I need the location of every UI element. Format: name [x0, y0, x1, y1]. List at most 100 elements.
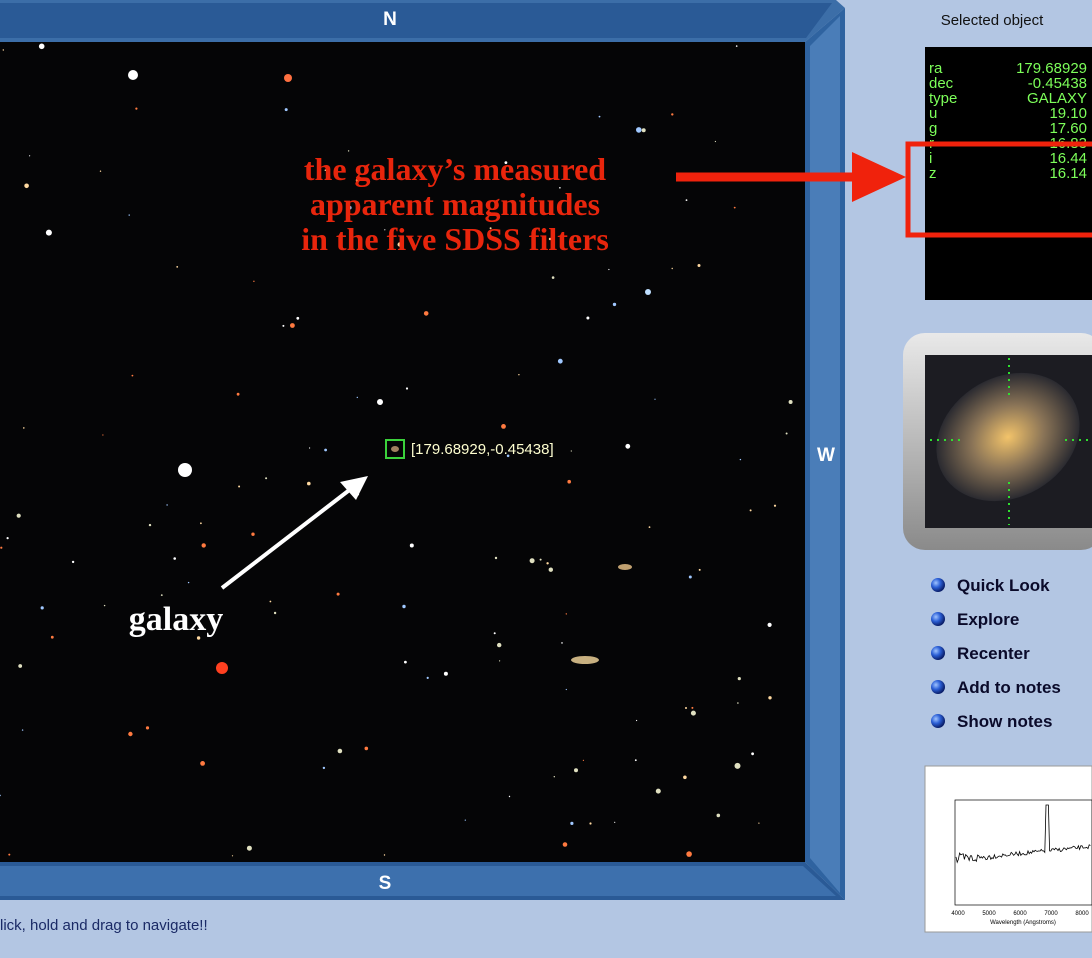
- action-button[interactable]: Quick Look: [957, 576, 1050, 595]
- star: [565, 688, 567, 691]
- action-icon[interactable]: [931, 680, 945, 694]
- star: [557, 358, 563, 364]
- annotation-line: apparent magnitudes: [310, 186, 600, 222]
- star: [546, 562, 549, 565]
- action-button[interactable]: Explore: [957, 610, 1019, 629]
- star: [196, 636, 201, 640]
- star: [648, 526, 651, 528]
- stars: [0, 43, 793, 857]
- actions: Quick Look Explore Recenter Add to notes Sho…: [931, 576, 1061, 731]
- sky-image: [0, 42, 805, 862]
- star: [216, 662, 228, 674]
- action-button[interactable]: Add to notes: [957, 678, 1061, 697]
- star: [273, 611, 277, 615]
- star: [570, 821, 574, 826]
- star: [494, 556, 498, 560]
- row-key: ra: [929, 60, 943, 77]
- action-button[interactable]: Show notes: [957, 712, 1052, 731]
- compass-west: W: [817, 445, 835, 466]
- star: [506, 454, 510, 458]
- row-key: dec: [929, 75, 954, 92]
- star: [508, 795, 511, 798]
- star: [565, 613, 567, 615]
- star: [497, 642, 502, 648]
- spectrum-tick: 7000: [1044, 911, 1058, 917]
- star: [625, 443, 631, 449]
- star: [200, 761, 206, 766]
- star: [145, 726, 150, 730]
- star: [356, 396, 358, 399]
- star: [551, 276, 555, 279]
- star: [24, 183, 29, 189]
- object-marker: [385, 439, 405, 459]
- star: [539, 558, 542, 561]
- star: [697, 264, 701, 267]
- spectrum-thumb[interactable]: [924, 765, 1092, 933]
- star: [751, 752, 754, 756]
- row-value: -0.45438: [1028, 75, 1087, 92]
- star: [567, 479, 571, 484]
- star: [355, 178, 359, 182]
- star: [671, 113, 674, 116]
- star: [561, 642, 563, 644]
- star: [489, 227, 492, 230]
- compass-south: S: [379, 873, 392, 894]
- star: [253, 280, 255, 282]
- star: [21, 729, 24, 731]
- row-value: 17.60: [1049, 120, 1087, 137]
- star: [296, 316, 300, 320]
- star: [290, 323, 295, 328]
- highlight-box: [905, 141, 1092, 238]
- marker-label: [179.68929,-0.45438]: [411, 441, 554, 458]
- action-button[interactable]: Recenter: [957, 644, 1030, 663]
- star: [236, 392, 240, 396]
- star: [128, 70, 138, 80]
- compass-north: N: [383, 9, 397, 30]
- star: [785, 432, 788, 435]
- star: [29, 155, 31, 157]
- row-value: 19.10: [1049, 105, 1087, 122]
- action-icon[interactable]: [931, 646, 945, 660]
- star: [103, 604, 106, 607]
- object-panel: [925, 47, 1092, 300]
- annotation-line: the galaxy’s measured: [304, 151, 606, 187]
- star: [23, 427, 25, 429]
- star: [636, 127, 642, 133]
- star: [284, 74, 292, 82]
- star: [735, 45, 738, 47]
- star: [2, 49, 4, 51]
- star: [586, 316, 590, 320]
- star: [337, 748, 343, 754]
- star: [148, 523, 152, 527]
- star: [347, 150, 350, 152]
- star: [714, 140, 717, 143]
- star: [404, 660, 407, 664]
- star: [176, 266, 179, 268]
- row-value: GALAXY: [1027, 90, 1087, 107]
- action-icon[interactable]: [931, 612, 945, 626]
- star: [529, 558, 535, 564]
- star: [716, 813, 721, 818]
- action-icon[interactable]: [931, 714, 945, 728]
- star: [246, 845, 252, 851]
- star: [383, 854, 386, 856]
- action-icon[interactable]: [931, 578, 945, 592]
- star: [691, 706, 694, 709]
- spectrum-ticks: 4000 5000 6000 7000 8000: [951, 911, 1089, 917]
- star: [135, 107, 138, 110]
- star: [688, 575, 692, 579]
- star: [284, 108, 288, 112]
- spectrum-tick: 4000: [951, 911, 965, 917]
- star: [265, 477, 268, 480]
- star: [614, 821, 616, 823]
- star: [201, 543, 206, 548]
- star: [426, 676, 429, 680]
- star: [553, 776, 555, 778]
- star: [38, 43, 45, 50]
- star: [405, 387, 409, 390]
- star: [737, 677, 741, 681]
- star: [499, 660, 501, 662]
- star: [336, 592, 340, 596]
- star: [788, 400, 793, 404]
- arrow-head: [852, 152, 906, 202]
